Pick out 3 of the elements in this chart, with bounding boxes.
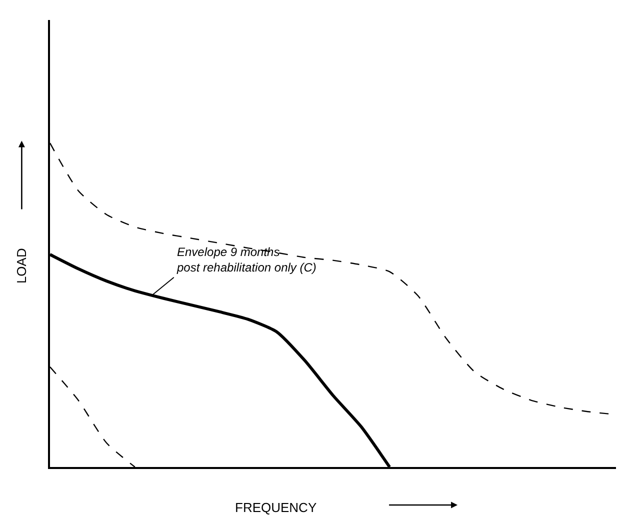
y-axis-title: LOAD (14, 248, 29, 284)
x-axis-title: FREQUENCY (235, 500, 317, 515)
annotation: Envelope 9 months post rehabilitation only (C) (176, 245, 316, 275)
